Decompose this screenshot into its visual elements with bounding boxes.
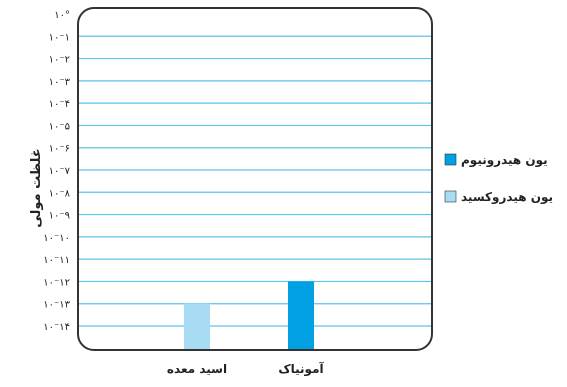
- legend-label: یون هیدرونیوم: [461, 153, 548, 168]
- legend: یون هیدرونیوم یون هیدروکسید: [444, 153, 553, 205]
- y-tick-label: ۱۰⁻۱: [49, 32, 70, 43]
- y-tick-label: ۱۰⁻۱۰: [43, 233, 70, 244]
- y-tick-label: ۱۰⁻۱۴: [43, 322, 70, 333]
- y-tick-label: ۱۰⁻۶: [49, 144, 70, 155]
- x-tick-label: اسید معده: [167, 362, 227, 376]
- y-tick-label: ۱۰⁻۲: [49, 55, 70, 66]
- y-tick-label: ۱۰⁻۸: [49, 188, 71, 199]
- legend-swatch: [444, 153, 457, 166]
- y-tick-label: ۱۰⁻۳: [49, 77, 71, 88]
- x-tick-labels: اسید معده آمونیاک: [167, 361, 325, 377]
- grid-lines: [79, 35, 431, 327]
- plot-frame: [77, 7, 433, 351]
- x-tick-label: آمونیاک: [278, 361, 324, 377]
- bar: [288, 281, 314, 349]
- y-axis-label: غلظت مولی: [29, 148, 44, 227]
- y-tick-label: ۱۰⁻۴: [49, 99, 70, 110]
- y-tick-label: ۱۰⁻۹: [49, 211, 70, 222]
- y-tick-label: ۱۰⁻۱۳: [43, 300, 70, 311]
- y-tick-label: ۱۰⁻۵: [49, 121, 70, 132]
- y-tick-label: ۱۰°: [54, 10, 70, 21]
- y-tick-label: ۱۰⁻۱۱: [43, 255, 70, 266]
- legend-swatch: [444, 190, 457, 203]
- bar: [184, 303, 210, 349]
- y-tick-label: ۱۰⁻۱۲: [43, 277, 70, 288]
- y-tick-labels: ۱۰° ۱۰⁻۱ ۱۰⁻۲ ۱۰⁻۳ ۱۰⁻۴ ۱۰⁻۵ ۱۰⁻۶ ۱۰⁻۷ ۱۰⁻۸ ۱۰⁻۹ ۱…: [43, 10, 70, 333]
- legend-label: یون هیدروکسید: [461, 190, 553, 205]
- bars: [184, 281, 314, 349]
- y-tick-label: ۱۰⁻۷: [49, 166, 71, 177]
